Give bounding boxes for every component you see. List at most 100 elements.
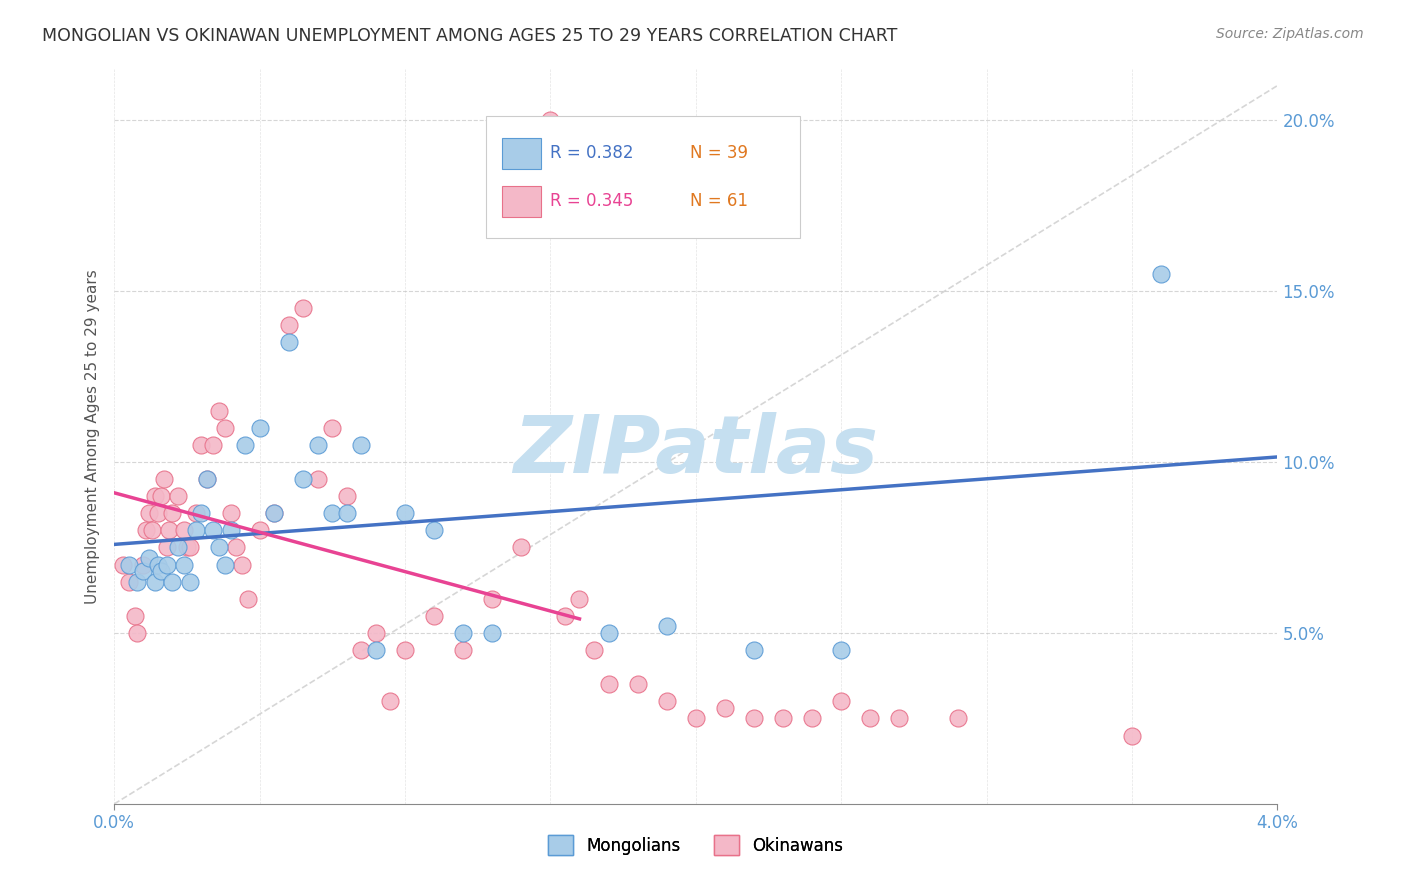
Point bbox=[146, 506, 169, 520]
Point bbox=[214, 558, 236, 572]
Point bbox=[179, 574, 201, 589]
Point bbox=[350, 438, 373, 452]
Text: N = 39: N = 39 bbox=[690, 145, 748, 162]
Point bbox=[176, 541, 198, 555]
Point bbox=[568, 591, 591, 606]
Point bbox=[159, 524, 181, 538]
Point bbox=[135, 524, 157, 538]
Legend: Mongolians, Okinawans: Mongolians, Okinawans bbox=[541, 828, 851, 862]
Point bbox=[685, 711, 707, 725]
Point bbox=[364, 626, 387, 640]
Point bbox=[655, 694, 678, 708]
Point bbox=[423, 608, 446, 623]
Point bbox=[132, 558, 155, 572]
Point bbox=[292, 472, 315, 486]
Point bbox=[173, 558, 195, 572]
Point bbox=[321, 420, 343, 434]
Point bbox=[208, 403, 231, 417]
Point bbox=[143, 489, 166, 503]
Point bbox=[219, 524, 242, 538]
Point bbox=[184, 524, 207, 538]
Point bbox=[124, 608, 146, 623]
Point bbox=[598, 626, 620, 640]
Point bbox=[380, 694, 402, 708]
Point bbox=[149, 565, 172, 579]
Point bbox=[336, 506, 359, 520]
Point bbox=[155, 558, 177, 572]
Point bbox=[143, 574, 166, 589]
Point bbox=[451, 626, 474, 640]
Point bbox=[830, 694, 852, 708]
Point bbox=[1121, 729, 1143, 743]
Point bbox=[394, 506, 416, 520]
Point bbox=[195, 472, 218, 486]
Point bbox=[263, 506, 285, 520]
Point bbox=[538, 147, 561, 161]
Text: Source: ZipAtlas.com: Source: ZipAtlas.com bbox=[1216, 27, 1364, 41]
Text: N = 61: N = 61 bbox=[690, 192, 748, 210]
Point bbox=[249, 420, 271, 434]
Point bbox=[167, 489, 190, 503]
Point bbox=[307, 472, 329, 486]
Point bbox=[118, 558, 141, 572]
Point bbox=[946, 711, 969, 725]
Point bbox=[179, 541, 201, 555]
Point bbox=[167, 541, 190, 555]
Point bbox=[173, 524, 195, 538]
Point bbox=[233, 438, 256, 452]
Point bbox=[195, 472, 218, 486]
Point bbox=[277, 335, 299, 350]
Point bbox=[127, 626, 149, 640]
Point bbox=[138, 506, 160, 520]
Text: R = 0.382: R = 0.382 bbox=[550, 145, 634, 162]
Point bbox=[598, 677, 620, 691]
FancyBboxPatch shape bbox=[502, 186, 541, 217]
Point bbox=[225, 541, 247, 555]
Point bbox=[582, 643, 605, 657]
Point bbox=[336, 489, 359, 503]
Point bbox=[510, 541, 533, 555]
Point bbox=[236, 591, 259, 606]
Point bbox=[655, 619, 678, 633]
Text: MONGOLIAN VS OKINAWAN UNEMPLOYMENT AMONG AGES 25 TO 29 YEARS CORRELATION CHART: MONGOLIAN VS OKINAWAN UNEMPLOYMENT AMONG… bbox=[42, 27, 897, 45]
FancyBboxPatch shape bbox=[486, 116, 800, 237]
Text: R = 0.345: R = 0.345 bbox=[550, 192, 634, 210]
Point bbox=[146, 558, 169, 572]
Point bbox=[350, 643, 373, 657]
Point bbox=[152, 472, 174, 486]
Point bbox=[277, 318, 299, 332]
Point bbox=[889, 711, 911, 725]
Point bbox=[202, 524, 225, 538]
Point bbox=[538, 112, 561, 127]
Point bbox=[742, 711, 765, 725]
Point bbox=[208, 541, 231, 555]
Point bbox=[364, 643, 387, 657]
Point bbox=[830, 643, 852, 657]
Point bbox=[231, 558, 253, 572]
Point bbox=[118, 574, 141, 589]
Text: ZIPatlas: ZIPatlas bbox=[513, 412, 879, 490]
Point bbox=[772, 711, 794, 725]
Point bbox=[111, 558, 134, 572]
Point bbox=[394, 643, 416, 657]
Point bbox=[481, 591, 503, 606]
Point bbox=[149, 489, 172, 503]
Point bbox=[190, 438, 212, 452]
Point bbox=[714, 701, 737, 715]
Point bbox=[162, 506, 184, 520]
FancyBboxPatch shape bbox=[502, 138, 541, 169]
Y-axis label: Unemployment Among Ages 25 to 29 years: Unemployment Among Ages 25 to 29 years bbox=[86, 268, 100, 604]
Point bbox=[219, 506, 242, 520]
Point bbox=[202, 438, 225, 452]
Point bbox=[423, 524, 446, 538]
Point bbox=[138, 550, 160, 565]
Point bbox=[627, 677, 650, 691]
Point bbox=[184, 506, 207, 520]
Point bbox=[190, 506, 212, 520]
Point bbox=[451, 643, 474, 657]
Point bbox=[263, 506, 285, 520]
Point bbox=[249, 524, 271, 538]
Point bbox=[155, 541, 177, 555]
Point bbox=[214, 420, 236, 434]
Point bbox=[801, 711, 824, 725]
